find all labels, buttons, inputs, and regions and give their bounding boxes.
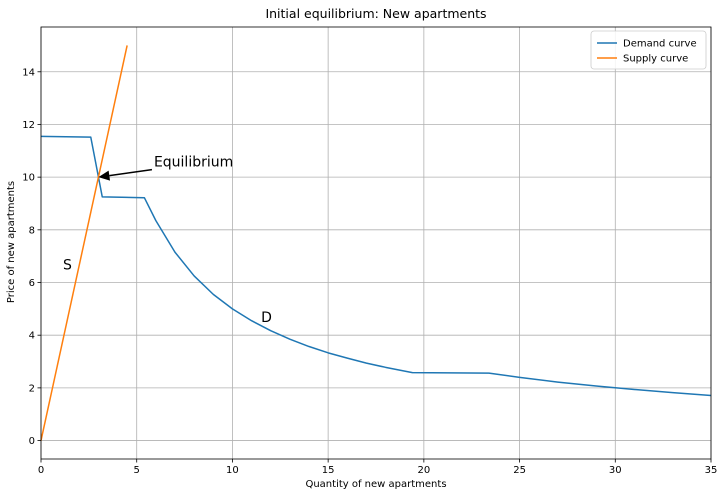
x-tick-label: 30 xyxy=(609,465,622,476)
x-tick-label: 35 xyxy=(705,465,718,476)
y-tick-label: 8 xyxy=(29,225,35,236)
series-lines xyxy=(40,45,712,441)
x-axis-ticks: 0 5 10 15 20 25 30 35 xyxy=(38,459,718,476)
y-tick-label: 10 xyxy=(22,173,35,184)
equilibrium-arrow-head xyxy=(98,170,111,181)
supply-curve-line xyxy=(40,45,128,441)
x-tick-label: 15 xyxy=(322,465,335,476)
legend: Demand curve Supply curve xyxy=(590,30,707,70)
equilibrium-arrow-shaft xyxy=(109,168,153,177)
legend-box xyxy=(590,30,707,70)
demand-label: D xyxy=(261,310,272,326)
y-axis-ticks: 0 2 4 6 8 10 12 14 xyxy=(22,67,41,447)
equilibrium-annotation: Equilibrium xyxy=(154,155,233,171)
legend-demand-label: Demand curve xyxy=(623,39,697,50)
y-tick-label: 0 xyxy=(29,436,35,447)
legend-supply-label: Supply curve xyxy=(623,54,688,65)
plot-frame xyxy=(40,26,712,460)
y-tick-label: 4 xyxy=(29,331,35,342)
chart-title: Initial equilibrium: New apartments xyxy=(265,6,486,21)
x-tick-label: 10 xyxy=(226,465,239,476)
demand-curve-line xyxy=(40,135,712,397)
annotations: Equilibrium S D xyxy=(63,155,272,326)
x-tick-label: 20 xyxy=(417,465,430,476)
x-tick-label: 25 xyxy=(513,465,526,476)
y-tick-label: 12 xyxy=(22,120,35,131)
x-axis-label: Quantity of new apartments xyxy=(305,479,446,490)
y-tick-label: 6 xyxy=(29,278,35,289)
supply-label: S xyxy=(63,257,72,273)
x-tick-label: 5 xyxy=(134,465,140,476)
y-tick-label: 14 xyxy=(22,67,35,78)
y-axis-label: Price of new apartments xyxy=(6,181,17,303)
x-tick-label: 0 xyxy=(38,465,44,476)
y-tick-label: 2 xyxy=(29,383,35,394)
